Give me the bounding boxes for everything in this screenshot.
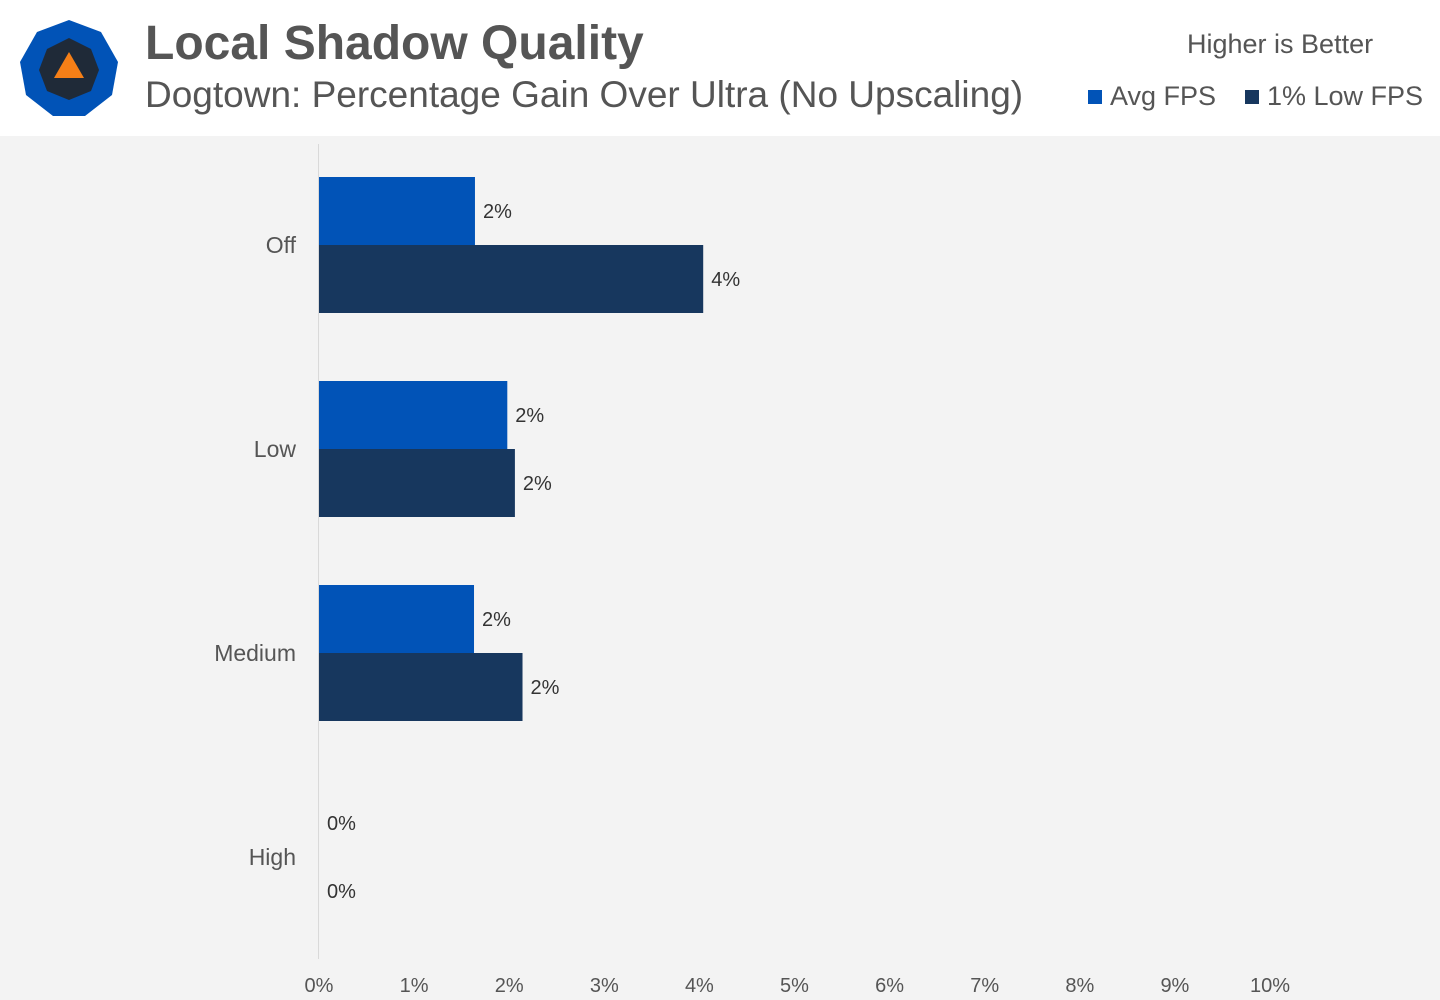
- data-label: 2%: [515, 405, 544, 427]
- bar: [319, 381, 508, 449]
- x-tick-label: 7%: [970, 975, 999, 997]
- bar: [319, 177, 475, 245]
- bar: [319, 245, 704, 313]
- bar: [319, 585, 475, 653]
- chart-title: Local Shadow Quality: [145, 17, 644, 70]
- bar: [319, 449, 515, 517]
- data-label: 0%: [327, 881, 356, 903]
- category-label: Off: [266, 232, 297, 258]
- data-label: 2%: [523, 473, 552, 495]
- category-label: Low: [254, 436, 297, 462]
- x-tick-label: 3%: [590, 975, 619, 997]
- x-tick-label: 10%: [1250, 975, 1290, 997]
- x-tick-label: 9%: [1160, 975, 1189, 997]
- category-label: High: [249, 844, 296, 870]
- x-tick-label: 5%: [780, 975, 809, 997]
- data-label: 4%: [711, 269, 740, 291]
- legend-item-1pct-low-fps: 1% Low FPS: [1245, 81, 1423, 112]
- bar: [319, 653, 523, 721]
- data-label: 2%: [531, 677, 560, 699]
- data-label: 2%: [483, 201, 512, 223]
- chart-subtitle: Dogtown: Percentage Gain Over Ultra (No …: [145, 74, 1024, 115]
- legend-item-avg-fps: Avg FPS: [1088, 81, 1216, 112]
- higher-is-better-note: Higher is Better: [1187, 29, 1374, 59]
- data-label: 2%: [482, 609, 511, 631]
- x-tick-label: 8%: [1065, 975, 1094, 997]
- x-tick-label: 0%: [305, 975, 334, 997]
- x-tick-label: 1%: [400, 975, 429, 997]
- category-label: Medium: [214, 640, 296, 666]
- legend-swatch-avg-fps: [1088, 89, 1102, 104]
- x-tick-label: 6%: [875, 975, 904, 997]
- chart-header: Local Shadow Quality Dogtown: Percentage…: [0, 0, 1440, 136]
- bar-chart: Off 2% 4% Low 2% 2% Medium 2% 2% High 0% 0% 0% 1% 2% 3%…: [214, 144, 1290, 997]
- data-label: 0%: [327, 813, 356, 835]
- techspot-logo-icon: [20, 20, 118, 116]
- x-tick-label: 2%: [495, 975, 524, 997]
- legend-label-1pct-low-fps: 1% Low FPS: [1267, 81, 1424, 111]
- x-tick-label: 4%: [685, 975, 714, 997]
- legend-swatch-1pct-low-fps: [1245, 89, 1259, 104]
- legend-label-avg-fps: Avg FPS: [1110, 81, 1217, 111]
